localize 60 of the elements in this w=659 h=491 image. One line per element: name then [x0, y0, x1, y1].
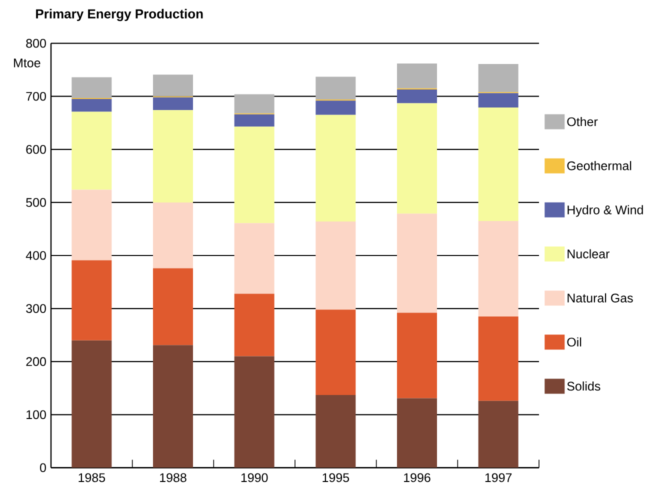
bar — [316, 100, 356, 115]
y-tick-label: 0 — [40, 463, 46, 472]
y-tick-label: 800 — [26, 38, 46, 48]
legend-label: Solids — [567, 381, 600, 391]
x-tick-label: 1995 — [322, 473, 350, 482]
y-tick-label: 500 — [26, 198, 46, 207]
bar — [153, 110, 193, 202]
x-tick-label: 1996 — [404, 473, 430, 482]
bar — [72, 77, 112, 98]
y-tick-label: 600 — [26, 144, 46, 154]
bar — [316, 222, 356, 310]
x-tick-label: 1985 — [78, 473, 106, 482]
bar — [153, 345, 193, 468]
bar — [72, 340, 112, 468]
bar — [316, 395, 356, 468]
chart-title: Primary Energy Production — [36, 8, 203, 22]
bar — [478, 108, 518, 222]
y-tick-label: 200 — [26, 357, 46, 366]
bar — [478, 221, 518, 317]
bar — [478, 64, 518, 92]
bar — [234, 126, 274, 224]
bar — [72, 190, 112, 260]
y-axis-title: Mtoe — [14, 58, 40, 68]
bar — [478, 316, 518, 401]
bar — [478, 400, 518, 468]
legend-label: Other — [567, 116, 598, 126]
x-tick-label: 1990 — [241, 473, 268, 482]
bar — [234, 114, 274, 127]
bar — [316, 310, 356, 396]
y-tick-label: 100 — [26, 410, 46, 420]
bar — [396, 63, 437, 88]
bar — [153, 97, 193, 110]
bar — [316, 114, 356, 222]
x-tick-label: 1997 — [485, 473, 512, 482]
legend-label: Geothermal — [567, 161, 632, 170]
x-tick-label: 1988 — [160, 473, 186, 482]
bar — [396, 312, 437, 398]
legend-label: Nuclear — [568, 249, 610, 258]
bar — [478, 93, 518, 108]
bar — [234, 94, 274, 114]
bar — [396, 398, 437, 468]
legend-label: Oil — [567, 337, 582, 347]
bar — [153, 202, 193, 268]
bar — [153, 74, 193, 96]
y-tick-label: 400 — [26, 251, 46, 260]
y-tick-label: 300 — [26, 304, 46, 313]
bar — [316, 76, 356, 100]
bar — [234, 294, 274, 356]
bar — [72, 99, 112, 112]
bar — [396, 214, 437, 313]
y-tick-label: 700 — [26, 92, 46, 101]
bar — [153, 268, 193, 346]
legend-label: Hydro & Wind — [568, 205, 643, 217]
bar — [396, 89, 437, 104]
bar — [234, 223, 274, 294]
bar — [72, 112, 112, 190]
legend-label: Natural Gas — [568, 293, 633, 302]
bar — [72, 260, 112, 340]
bar — [234, 356, 274, 468]
bar — [396, 103, 437, 214]
